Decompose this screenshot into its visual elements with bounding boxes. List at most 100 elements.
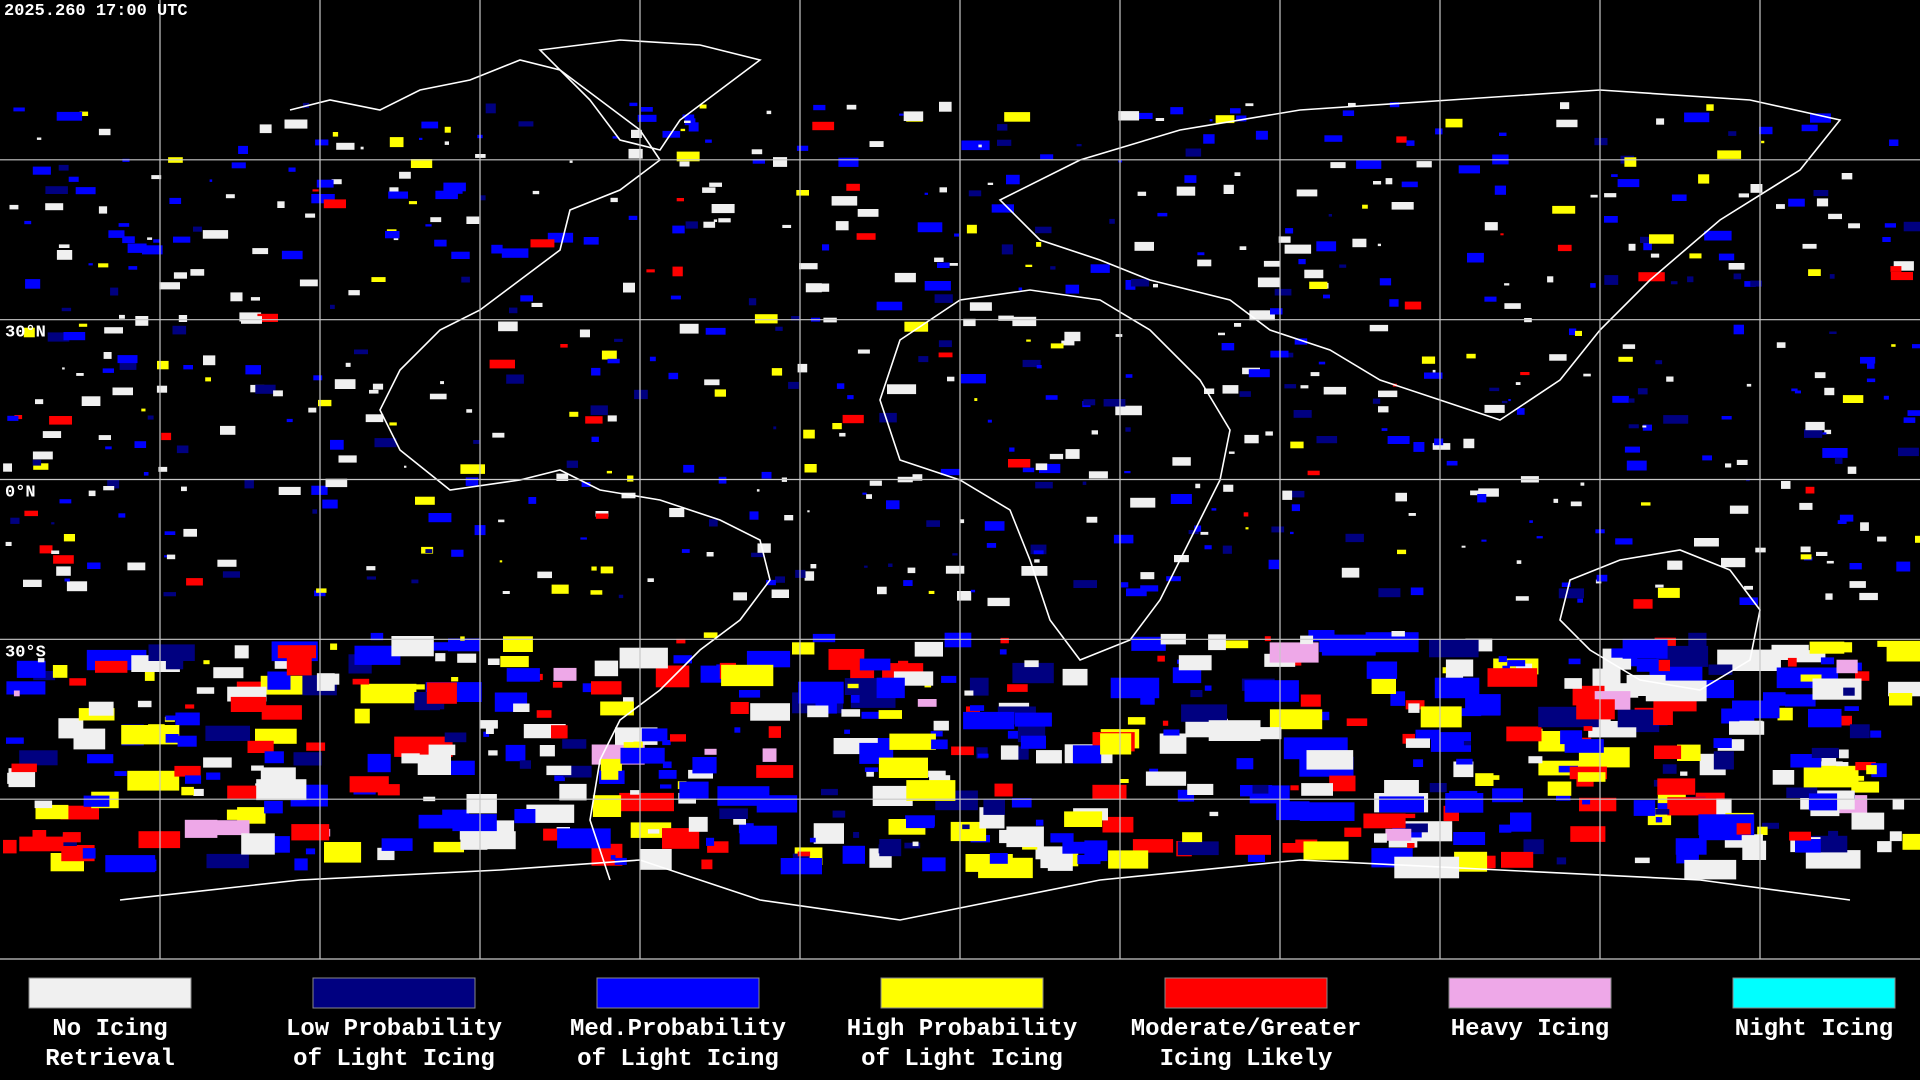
icing-patch bbox=[1035, 819, 1044, 826]
latitude-label: 30°S bbox=[5, 643, 46, 662]
icing-patch bbox=[157, 360, 169, 370]
icing-patch bbox=[1848, 223, 1860, 229]
icing-patch bbox=[435, 190, 458, 200]
icing-patch bbox=[1636, 659, 1659, 672]
legend-label: of Light Icing bbox=[577, 1046, 779, 1073]
icing-patch bbox=[1197, 259, 1212, 267]
icing-patch bbox=[1463, 741, 1471, 746]
icing-patch bbox=[1907, 410, 1920, 416]
icing-patch bbox=[591, 681, 622, 695]
icing-patch bbox=[1657, 587, 1680, 598]
icing-patch bbox=[1590, 194, 1598, 198]
icing-patch bbox=[13, 107, 25, 112]
icing-patch bbox=[977, 753, 989, 758]
icing-patch bbox=[1103, 399, 1126, 407]
icing-patch bbox=[1421, 356, 1436, 364]
icing-patch bbox=[1445, 659, 1474, 677]
icing-patch bbox=[1849, 724, 1870, 739]
icing-patch bbox=[491, 244, 503, 254]
legend-label: Low Probability bbox=[286, 1016, 502, 1043]
icing-patch bbox=[1580, 482, 1585, 486]
icing-patch bbox=[1356, 160, 1382, 169]
legend-swatch bbox=[1732, 977, 1896, 1009]
icing-patch bbox=[585, 416, 603, 424]
icing-patch bbox=[1628, 424, 1639, 429]
icing-patch bbox=[1892, 798, 1905, 810]
icing-patch bbox=[1203, 134, 1215, 144]
icing-patch bbox=[183, 528, 197, 537]
icing-patch bbox=[1121, 582, 1129, 588]
icing-patch bbox=[1300, 694, 1321, 707]
icing-patch bbox=[551, 584, 569, 594]
icing-patch bbox=[460, 464, 485, 474]
icing-patch bbox=[1844, 706, 1859, 711]
icing-patch bbox=[1556, 857, 1567, 865]
icing-patch bbox=[947, 376, 955, 382]
icing-patch bbox=[681, 549, 690, 553]
icing-patch bbox=[1185, 148, 1202, 157]
icing-patch bbox=[153, 239, 160, 243]
icing-patch bbox=[1228, 451, 1235, 454]
icing-patch bbox=[506, 668, 540, 682]
icing-patch bbox=[1030, 544, 1047, 555]
icing-patch bbox=[1076, 144, 1082, 147]
icing-patch bbox=[1484, 404, 1505, 413]
icing-patch bbox=[518, 121, 534, 127]
icing-patch bbox=[983, 798, 1005, 815]
icing-patch bbox=[119, 361, 137, 370]
icing-patch bbox=[1855, 671, 1870, 681]
icing-patch bbox=[685, 221, 698, 229]
icing-patch bbox=[1487, 668, 1538, 687]
icing-patch bbox=[679, 323, 699, 334]
icing-patch bbox=[978, 144, 982, 148]
icing-patch bbox=[98, 128, 111, 136]
icing-patch bbox=[600, 758, 622, 771]
legend-swatch bbox=[28, 977, 192, 1009]
icing-patch bbox=[749, 511, 759, 520]
icing-patch bbox=[1432, 369, 1436, 373]
icing-patch bbox=[1234, 323, 1242, 327]
icing-patch bbox=[1244, 434, 1259, 444]
icing-patch bbox=[1484, 222, 1498, 231]
icing-patch bbox=[305, 213, 316, 218]
icing-patch bbox=[812, 121, 835, 131]
icing-patch bbox=[330, 439, 344, 450]
icing-patch bbox=[847, 683, 859, 689]
icing-patch bbox=[1373, 181, 1382, 185]
icing-patch bbox=[683, 464, 695, 473]
icing-patch bbox=[1816, 198, 1829, 207]
icing-patch bbox=[186, 578, 203, 586]
icing-patch bbox=[862, 492, 867, 495]
icing-patch bbox=[1131, 636, 1166, 651]
icing-patch bbox=[1454, 851, 1488, 872]
icing-patch bbox=[647, 829, 660, 834]
icing-patch bbox=[1124, 471, 1131, 474]
icing-patch bbox=[1824, 429, 1832, 435]
icing-patch bbox=[1222, 545, 1232, 554]
icing-patch bbox=[367, 753, 391, 773]
icing-patch bbox=[1744, 585, 1753, 590]
icing-patch bbox=[1064, 811, 1103, 827]
icing-patch bbox=[1828, 213, 1842, 220]
icing-patch bbox=[1728, 131, 1737, 136]
icing-patch bbox=[1889, 831, 1902, 842]
icing-patch bbox=[963, 318, 976, 327]
icing-patch bbox=[669, 508, 685, 518]
icing-patch bbox=[428, 744, 456, 756]
timestamp: 2025.260 17:00 UTC bbox=[4, 2, 188, 21]
icing-patch bbox=[1849, 581, 1866, 588]
icing-patch bbox=[879, 839, 902, 857]
icing-patch bbox=[768, 726, 781, 738]
icing-patch bbox=[1761, 140, 1765, 144]
icing-patch bbox=[7, 415, 19, 421]
icing-patch bbox=[1157, 655, 1165, 662]
icing-patch bbox=[6, 681, 46, 695]
icing-patch bbox=[1369, 324, 1389, 332]
icing-patch bbox=[425, 549, 433, 553]
icing-patch bbox=[799, 263, 818, 270]
icing-patch bbox=[775, 576, 785, 583]
icing-patch bbox=[1478, 488, 1499, 497]
icing-patch bbox=[1036, 365, 1042, 369]
icing-patch bbox=[460, 828, 488, 850]
icing-patch bbox=[222, 571, 240, 578]
